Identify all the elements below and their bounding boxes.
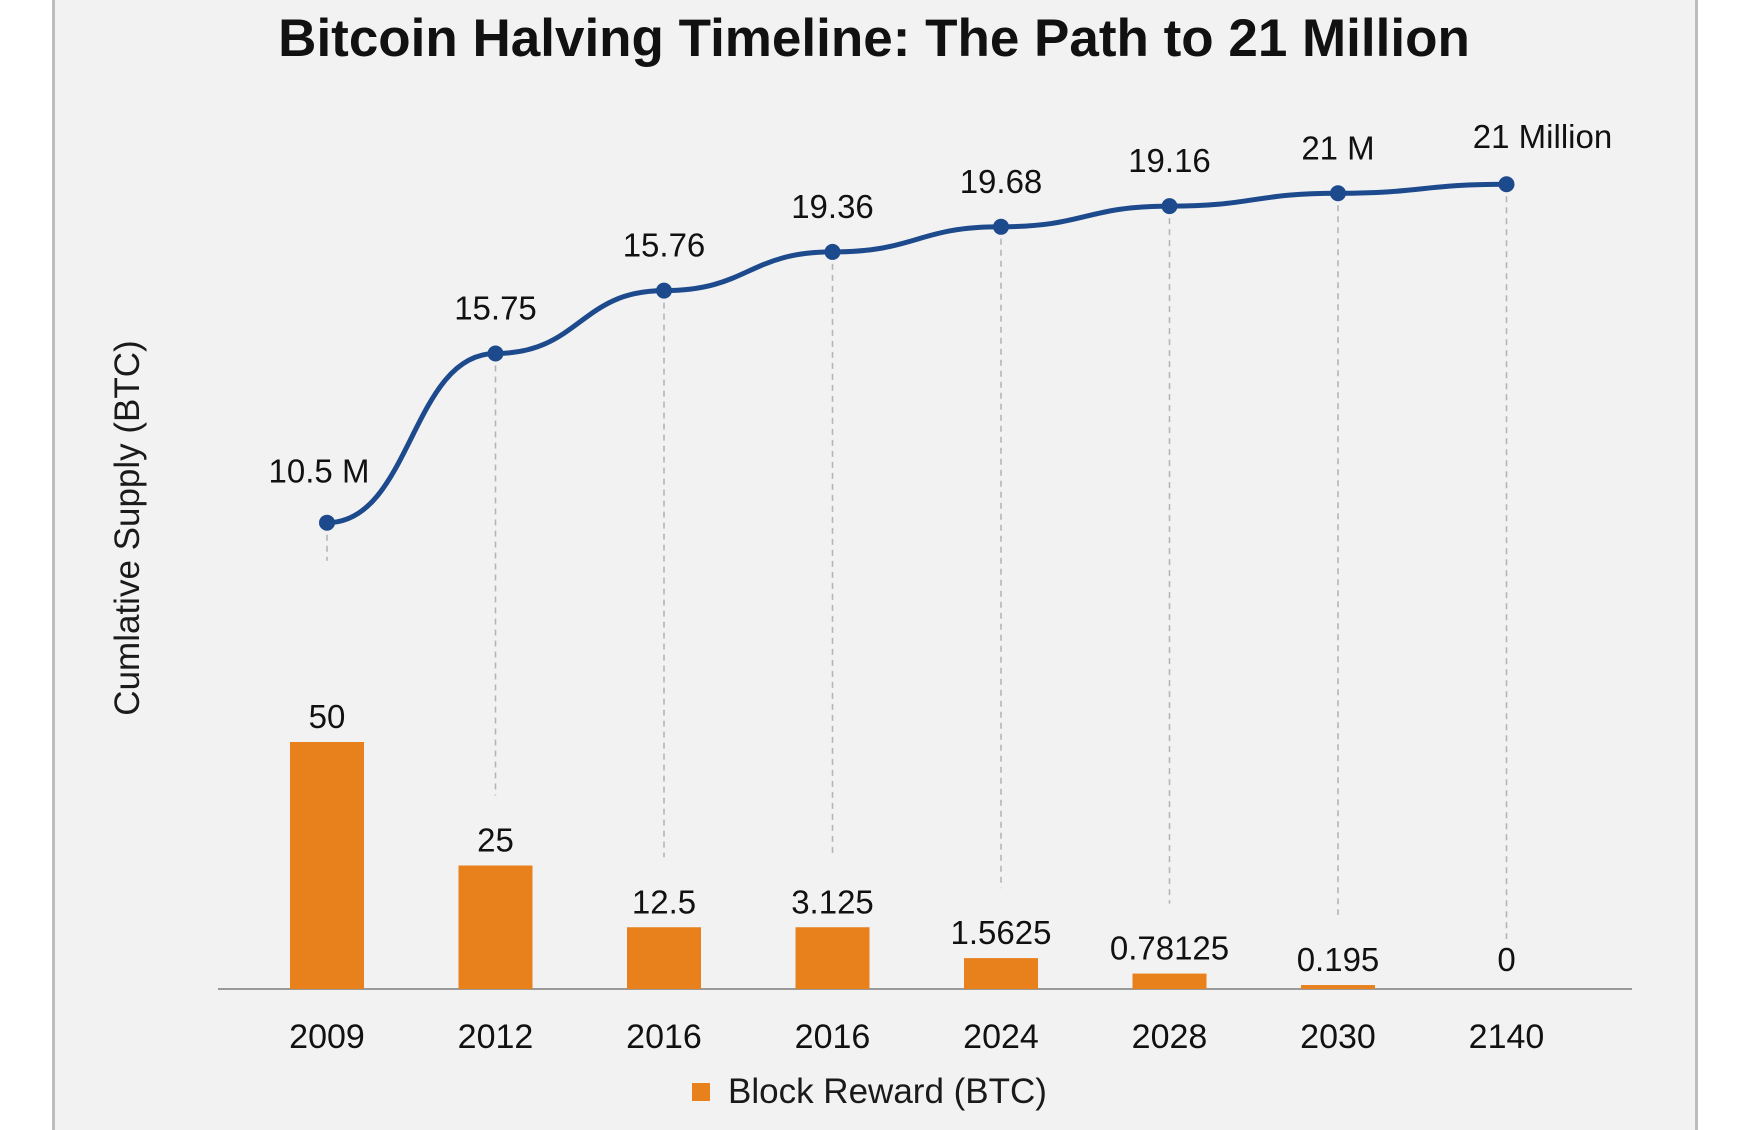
x-tick-label: 2012 <box>458 1018 534 1056</box>
bar <box>290 742 364 989</box>
bar-value-label: 0.195 <box>1297 941 1380 978</box>
supply-point <box>487 345 504 362</box>
x-tick-label: 2009 <box>289 1018 365 1056</box>
legend-swatch-block-reward <box>692 1083 710 1101</box>
bar <box>1301 985 1375 989</box>
bar <box>795 927 870 989</box>
supply-value-label: 21 M <box>1301 129 1374 166</box>
supply-value-label: 21 Million <box>1473 118 1612 155</box>
chart-title: Bitcoin Halving Timeline: The Path to 21… <box>278 9 1470 68</box>
supply-value-label: 15.76 <box>623 227 706 264</box>
supply-point <box>1161 198 1178 215</box>
supply-value-label: 15.75 <box>454 289 537 326</box>
bar <box>627 927 701 989</box>
x-tick-label: 2024 <box>963 1018 1039 1056</box>
x-tick-label: 2016 <box>795 1018 871 1056</box>
bar-value-label: 0 <box>1497 941 1515 978</box>
x-tick-label: 2016 <box>626 1018 702 1056</box>
bar <box>1132 973 1207 989</box>
bar-value-label: 1.5625 <box>951 914 1052 951</box>
bar-value-label: 0.78125 <box>1110 930 1229 967</box>
supply-point <box>319 514 335 531</box>
supply-value-label: 19.68 <box>960 163 1043 200</box>
supply-value-label: 19.16 <box>1128 142 1211 179</box>
supply-point <box>993 218 1009 235</box>
supply-line <box>324 181 1509 526</box>
supply-point <box>1498 176 1515 193</box>
bar <box>964 958 1038 989</box>
legend: Block Reward (BTC) <box>692 1072 1047 1112</box>
bar-value-label: 3.125 <box>791 883 874 920</box>
bar-value-label: 50 <box>309 698 346 735</box>
supply-value-label: 10.5 M <box>269 453 370 490</box>
x-tick-label: 2030 <box>1300 1018 1376 1056</box>
supply-point <box>824 243 841 260</box>
supply-value-label: 19.36 <box>791 188 874 225</box>
bar <box>458 865 533 989</box>
x-tick-label: 2140 <box>1469 1018 1545 1056</box>
bar-value-label: 12.5 <box>632 883 696 920</box>
supply-point <box>656 282 672 299</box>
bar-value-label: 25 <box>477 822 514 859</box>
supply-point <box>1330 185 1346 202</box>
x-tick-label: 2028 <box>1132 1018 1208 1056</box>
legend-label-block-reward: Block Reward (BTC) <box>728 1072 1047 1111</box>
